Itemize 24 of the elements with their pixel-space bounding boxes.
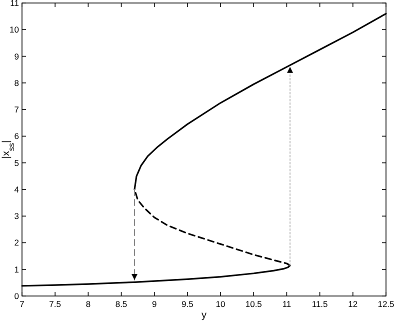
- x-tick-label: 9: [152, 299, 157, 309]
- y-tick-label: 11: [10, 0, 20, 8]
- y-tick-label: 10: [10, 24, 20, 35]
- x-tick-label: 8.5: [115, 299, 128, 309]
- x-tick-label: 12.5: [378, 299, 395, 309]
- y-tick-label: 4: [14, 184, 20, 194]
- x-tick-label: 12: [348, 299, 358, 309]
- y-tick-label: 1: [14, 264, 20, 274]
- y-tick-label: 7: [14, 104, 20, 115]
- y-tick-label: 2: [14, 238, 20, 248]
- x-tick-label: 10.5: [245, 299, 262, 309]
- y-tick-label: 3: [14, 211, 20, 222]
- x-tick-label: 9.5: [182, 299, 194, 309]
- x-tick-label: 7.5: [49, 299, 62, 309]
- x-tick-label: 11: [282, 299, 292, 309]
- y-tick-label: 8: [14, 78, 20, 88]
- y-tick-label: 0: [14, 291, 20, 301]
- y-tick-label: 6: [14, 131, 20, 142]
- x-axis-title: y: [202, 310, 206, 321]
- y-tick-label: 5: [14, 158, 20, 168]
- x-tick-label: 10: [216, 299, 226, 309]
- x-tick-label: 11.5: [312, 299, 328, 309]
- x-tick-label: 8: [86, 299, 91, 309]
- y-tick-label: 9: [14, 51, 20, 62]
